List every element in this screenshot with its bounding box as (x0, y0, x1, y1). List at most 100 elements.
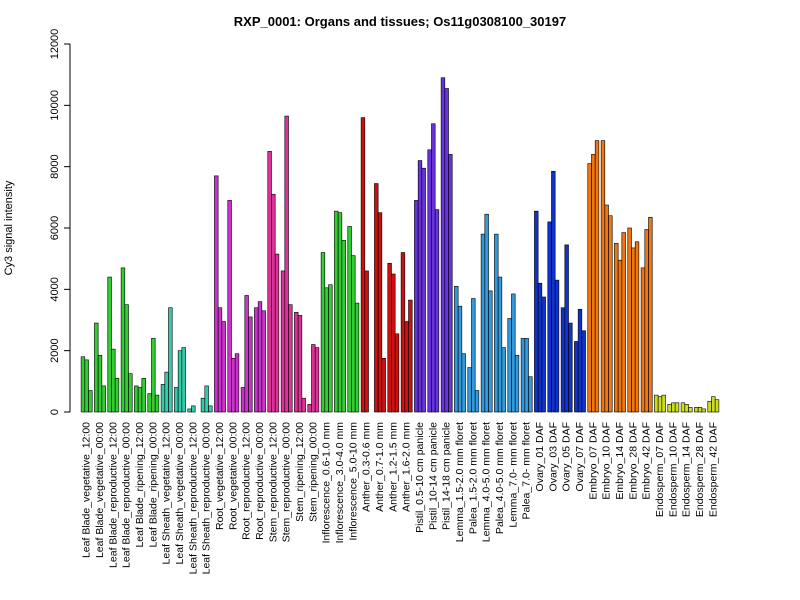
bar (174, 387, 179, 413)
bar (381, 358, 386, 413)
bar (457, 305, 463, 413)
category-label: Leaf Blade_ripening_12:00 (134, 422, 146, 548)
bar (168, 307, 173, 413)
bar (661, 394, 666, 413)
bar (151, 338, 156, 413)
bar (324, 287, 329, 413)
bar (524, 338, 529, 413)
bar (408, 299, 413, 413)
bar (514, 354, 520, 413)
bar (461, 353, 466, 413)
y-axis-label: Cy3 signal intensity (3, 180, 15, 275)
bar (608, 215, 613, 413)
bar (714, 399, 720, 413)
bar (94, 322, 99, 413)
bar (204, 385, 209, 413)
bar (497, 276, 503, 413)
bar (114, 377, 120, 413)
category-label: Root_reproductive_12:00 (241, 422, 253, 540)
bar (414, 200, 419, 413)
bar (208, 405, 213, 413)
category-label: Leaf Sheath_reproductive_12:00 (187, 422, 199, 575)
bar (101, 385, 106, 413)
bar (88, 390, 93, 413)
category-label: Embryo_07 DAF (587, 422, 599, 500)
category-label: Leaf Blade_vegetative_00:00 (94, 422, 106, 558)
category-label: Ovary_05 DAF (561, 422, 573, 491)
category-label: Embryo_28 DAF (627, 422, 639, 500)
bar (528, 376, 533, 413)
bar (444, 88, 449, 413)
y-tick-label: 8000 (49, 154, 61, 178)
bar (364, 270, 369, 413)
bar (341, 239, 346, 413)
bar (377, 212, 383, 413)
bar (294, 312, 299, 413)
category-label: Anther_1.6-2.0 mm (401, 422, 413, 512)
category-label: Inflorescence_0.6-1.0 mm (321, 422, 333, 544)
bar (560, 307, 566, 413)
bar (254, 307, 259, 413)
bar (128, 373, 133, 413)
bar (177, 350, 183, 413)
bar (480, 233, 486, 413)
bar (307, 404, 312, 413)
bar (400, 252, 406, 413)
bar (541, 296, 546, 413)
bar (697, 407, 703, 413)
bar (351, 255, 356, 413)
bar (627, 227, 632, 413)
y-axis: 0 2000 4000 6000 8000 10000 12000 (49, 29, 71, 415)
bar (217, 307, 223, 413)
bar (337, 212, 343, 413)
bar (391, 273, 396, 413)
category-label: Leaf Blade_reproductive_12:00 (107, 422, 119, 568)
bar (240, 387, 246, 413)
bar (507, 318, 512, 413)
category-label: Anther_0.7-1.0 mm (374, 422, 386, 512)
bar (554, 279, 560, 413)
bar (248, 316, 253, 413)
bar (667, 404, 672, 413)
category-label: Inflorescence_5.0-10 mm (347, 422, 359, 541)
bar (604, 204, 609, 413)
bar (631, 247, 636, 413)
bar (84, 359, 89, 413)
bar (334, 210, 339, 413)
category-label: Ovary_01 DAF (534, 422, 546, 491)
bar (200, 397, 206, 413)
bar (474, 390, 480, 413)
category-label: Lemma_1.5-2.0 mm floret (454, 422, 466, 542)
category-label: Leaf Blade_reproductive_00:00 (121, 422, 133, 568)
bar (534, 210, 539, 413)
category-label: Leaf Blade_vegetative_12:00 (81, 422, 93, 558)
category-label: Leaf Blade_ripening_00:00 (147, 422, 159, 548)
bar (680, 402, 686, 413)
bar (360, 117, 366, 413)
bar (688, 407, 693, 413)
category-label: Stem_reproductive_12:00 (267, 422, 279, 542)
bar (594, 140, 600, 413)
category-label: Pistil_0.5-10 cm panicle (414, 422, 426, 533)
bar (501, 347, 506, 413)
bar (701, 408, 706, 413)
category-label: Palea_1.5-2.0 mm floret (467, 422, 479, 534)
category-label: Pistil_10-14 cm panicle (427, 422, 439, 530)
bar (267, 151, 272, 413)
category-label: Endosperm_10 DAF (667, 422, 679, 517)
bar (111, 348, 116, 413)
category-label: Embryo_42 DAF (641, 422, 653, 500)
bar (347, 226, 352, 413)
category-label: Endosperm_42 DAF (707, 422, 719, 517)
bar (634, 241, 640, 413)
category-label: Endosperm_14 DAF (681, 422, 693, 517)
bar (574, 341, 579, 413)
bar (271, 193, 276, 413)
bar (591, 154, 596, 413)
bar (280, 270, 286, 413)
bar (124, 304, 129, 413)
bar (387, 262, 392, 413)
bar (141, 377, 146, 413)
bar (164, 371, 169, 413)
bar (577, 308, 583, 413)
